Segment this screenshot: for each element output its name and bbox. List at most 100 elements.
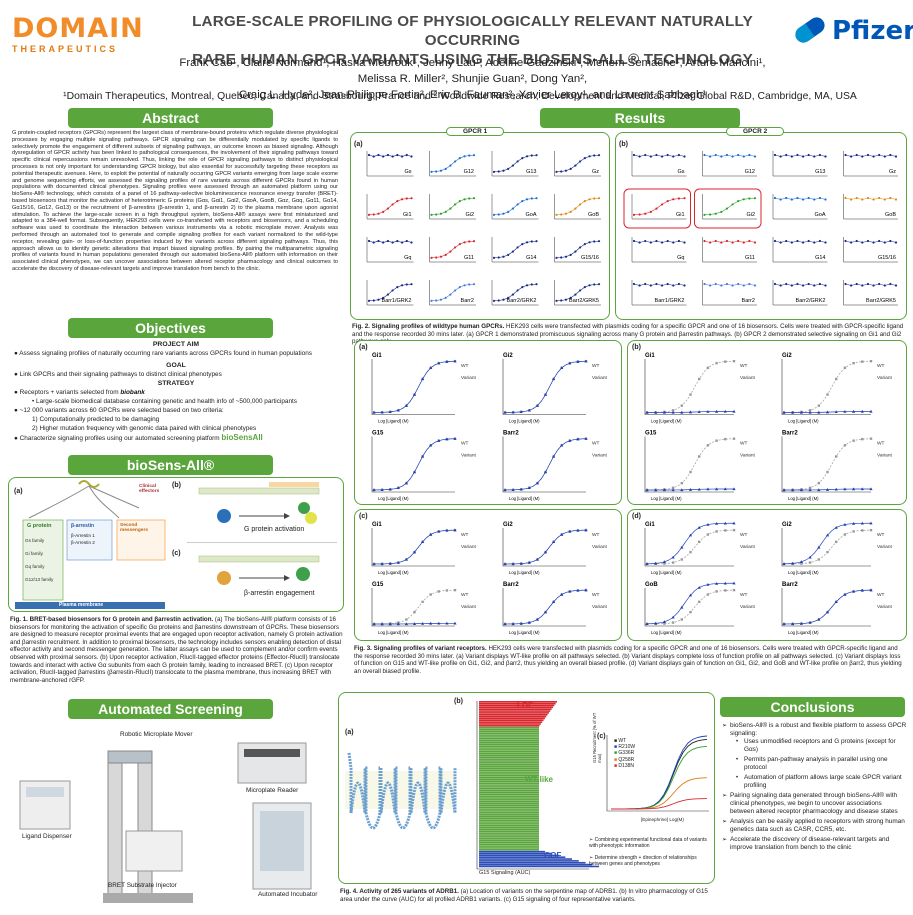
auc-bar [479,725,540,727]
fig3-a-label: (a) [359,344,368,351]
x-axis-label: Log [Ligand] (M) [788,419,819,424]
plasma-membrane-label: Plasma membrane [59,602,104,608]
mini-plot-gi1: Gi1 [623,188,691,229]
auc-bar [479,736,539,738]
auc-bar [479,861,586,864]
mini-plot-g13: G13 [491,151,539,177]
data-point [632,213,636,216]
data-point [663,562,666,565]
curve-title: Gi1 [645,353,655,359]
x-axis-label: Log [Ligand] (M) [509,570,540,575]
fig2-gpcr1-panel: GPCR 1 (a) Gs G12 G13 Gz Gi1 Gi2 GoA GoB Gq G11 G1… [350,127,610,320]
highlight-box [623,188,691,229]
auc-bar [479,747,539,749]
curve-title: Barr2 [503,582,519,588]
legend-entry: WT [877,592,885,598]
curve-plot: GoB Log [Ligand] (M) WT Variant [644,581,756,635]
auc-bar [479,806,539,809]
auc-bar [479,826,539,829]
curve-title: Gi1 [372,353,382,359]
data-point [861,360,864,363]
curve-plot: G15 Log [Ligand] (M) WT Variant [371,431,477,501]
strategy-2-text: ~12 000 variants across 60 GPCRs were se… [19,407,224,414]
legend-entry: Variant [592,375,608,381]
mini-plot-gq: Gq [631,237,687,263]
curve-plot: Barr2 Log [Ligand] (M) WT Variant [502,431,608,501]
curve-title: GoB [645,582,658,588]
mini-plot-g12: G12 [702,151,757,177]
legend-entry: Variant [877,453,893,459]
strategy-1a-text: Large-scale biomedical database containi… [36,398,297,405]
mini-plot-gz: Gz [554,151,601,177]
panel-c-label: (c) [172,550,181,557]
x-axis-label: Log [Ligand] (M) [509,630,540,635]
auc-axes [476,701,589,870]
data-point [869,588,873,592]
objectives-heading: Objectives [68,318,273,338]
mini-plot-goa: GoA [772,194,828,220]
auc-bar [479,745,539,747]
fig4-caption-text: (a) Location of variants on the serpenti… [340,888,708,903]
auc-bar [479,852,552,855]
auc-bar [479,782,539,784]
auc-bar [479,841,539,844]
logo-sub: THERAPEUTICS [12,44,119,54]
highlight-box [694,188,762,229]
fig4c-curve [610,777,708,810]
fig4-c-label: (c) [597,733,606,740]
biosens-logo: bioSensAll [221,433,263,442]
aim-item: ● Assess signaling profiles of naturally… [14,350,312,357]
mini-plot-barr1grk2: Barr1/GRK2 [631,280,687,306]
conclusion-4-text: Accelerate the discovery of disease-rele… [730,836,890,851]
mini-plot-label: Gq [677,255,684,261]
auc-bar [479,706,553,709]
legend-entry: Variant [877,375,893,381]
auc-bar [479,839,539,842]
mini-plot-gi2: Gi2 [429,194,476,220]
fig4c-axes [606,735,709,812]
data-point [410,283,413,286]
x-axis-label: Log [Ligand] (M) [509,419,540,424]
fig4-caption-title: Fig. 4. Activity of 265 variants of ADRB… [340,888,459,895]
data-point [472,283,476,286]
curve-grid: Gi1 Log [Ligand] (M) WT Variant Gi2 Log [Liga… [644,521,893,635]
auc-bar [479,817,539,820]
legend-label: G336R [618,750,635,757]
curve-title: Gi1 [372,522,382,528]
data-point [430,170,433,173]
auc-bar [479,865,599,868]
auc-bar [479,845,539,847]
clinical-effectors-label: Clinical effectors [139,484,160,494]
curve-plot: G15 Log [Ligand] (M) WT Variant [371,582,477,635]
fig4-panel: (a) (b) (c) LOF WT-like GOF G15 Signalin… [338,692,715,884]
data-point [861,437,864,441]
data-point [703,213,706,216]
data-point [869,487,873,491]
auc-bar [479,856,566,858]
data-point [555,256,558,259]
legend-entry: Variant [592,453,608,459]
conclusion-2-text: Pairing signaling data generated through… [730,792,898,815]
conclusion-2: Pairing signaling data generated through… [722,792,907,816]
mini-plot-label: Gs [677,169,684,175]
curve-title: Barr2 [782,431,798,437]
conclusions-heading: Conclusions [720,697,905,717]
data-point [430,256,433,259]
mini-plot-label: Gz [592,169,599,175]
legend-label: Q258R [618,756,635,763]
fig2-gpcr2-panel: GPCR 2 (b) Gs G12 G13 Gz Gi1 Gi2 GoA GoB Gq G11 G1… [615,127,907,320]
auc-bar [479,754,539,757]
fig4-b-label: (b) [454,698,463,705]
mini-plot-gs: Gs [631,151,687,177]
mini-plot-label: Barr2 [461,298,474,304]
auc-bar [479,738,539,740]
auc-bar [479,778,539,781]
label-reader: Microplate Reader [246,787,299,794]
auc-bar [479,713,548,716]
auc-bar [479,708,552,710]
data-point [753,197,757,200]
auc-bar [479,758,539,760]
curve-plot: Gi2 Log [Ligand] (M) WT Variant [502,353,608,424]
mini-plot-barr2grk5: Barr2/GRK5 [554,280,601,306]
conclusion-1c: Automation of platform allows large scal… [736,774,907,790]
